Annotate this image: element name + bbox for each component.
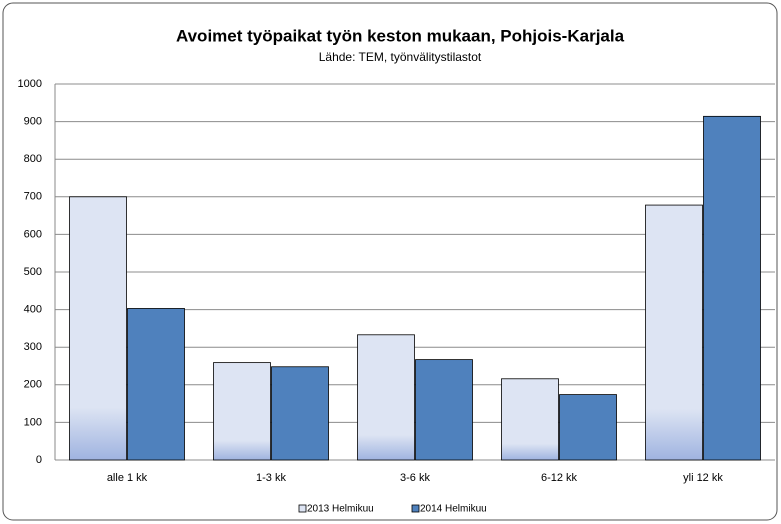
- bar: [559, 394, 617, 461]
- y-tick-label: 600: [24, 228, 42, 240]
- y-tick-label: 700: [24, 191, 42, 203]
- y-tick-label: 400: [24, 304, 42, 316]
- bar: [357, 334, 415, 461]
- legend-swatch: [298, 504, 307, 513]
- bar: [69, 196, 127, 461]
- bar: [703, 115, 761, 461]
- chart-title: Avoimet työpaikat työn keston mukaan, Po…: [176, 26, 625, 45]
- y-tick-label: 300: [24, 341, 42, 353]
- y-tick-label: 200: [24, 379, 42, 391]
- x-tick-label: 3-6 kk: [400, 472, 430, 484]
- bar: [127, 308, 185, 461]
- bar: [645, 204, 703, 461]
- bar: [501, 378, 559, 461]
- x-tick-label: yli 12 kk: [683, 472, 723, 484]
- y-tick-label: 1000: [18, 78, 42, 90]
- bar: [213, 362, 271, 461]
- x-tick-label: 1-3 kk: [256, 472, 286, 484]
- legend-label: 2013 Helmikuu: [307, 504, 374, 515]
- x-tick-label: 6-12 kk: [541, 472, 578, 484]
- bar: [271, 366, 329, 461]
- y-tick-label: 800: [24, 153, 42, 165]
- y-tick-label: 100: [24, 416, 42, 428]
- chart-subtitle: Lähde: TEM, työnvälitystilastot: [319, 50, 482, 64]
- y-tick-label: 0: [36, 454, 42, 466]
- x-tick-label: alle 1 kk: [107, 472, 148, 484]
- y-tick-label: 500: [24, 266, 42, 278]
- legend-label: 2014 Helmikuu: [420, 504, 487, 515]
- y-tick-label: 900: [24, 116, 42, 128]
- legend-swatch: [411, 504, 420, 513]
- bar: [415, 359, 473, 461]
